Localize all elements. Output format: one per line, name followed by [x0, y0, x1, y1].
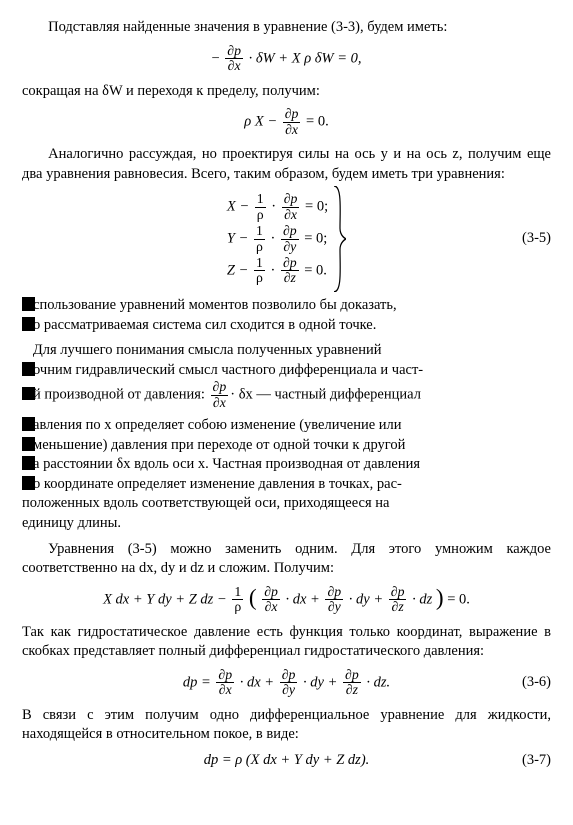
sysZ-2-top: ∂p: [281, 256, 299, 271]
sysY-b: = 0;: [304, 230, 327, 246]
sysZ-1-bot: ρ: [254, 271, 265, 285]
sysX-1-top: 1: [255, 192, 266, 207]
p6c: а расстоянии δx вдоль оси x. Частная про…: [33, 456, 420, 472]
sysX-dot: ·: [271, 198, 276, 214]
paragraph-4: спользование уравнений моментов позволил…: [22, 296, 551, 335]
equation-1: − ∂p ∂x · δW + X ρ δW = 0,: [22, 44, 551, 74]
eq4-m2: · dy +: [303, 674, 337, 690]
p5-inline-frac: ∂p ∂x: [211, 380, 229, 410]
paragraph-intro-1: Подставляя найденные значения в уравнени…: [22, 18, 551, 38]
p5a: Для лучшего понимания смысла полученных …: [33, 342, 382, 358]
paragraph-3: Аналогично рассуждая, но проектируя силы…: [22, 145, 551, 184]
sysY-1-bot: ρ: [254, 240, 265, 254]
eq4-m3: · dz.: [366, 674, 390, 690]
equation-number-3-7: (3-7): [522, 751, 551, 771]
p6d: о координате определяет изменение давлен…: [33, 476, 402, 492]
equation-3-7: dp = ρ (X dx + Y dy + Z dz). (3-7): [22, 751, 551, 771]
eq3-b: = 0.: [447, 591, 470, 607]
eq3-f4-bot: ∂z: [389, 600, 407, 614]
paragraph-5: Для лучшего понимания смысла полученных …: [22, 341, 551, 410]
eq2-frac: ∂p ∂x: [283, 107, 301, 137]
eq4-f1-bot: ∂x: [216, 683, 234, 697]
eq2-frac-top: ∂p: [283, 107, 301, 122]
eq4-m1: · dx +: [240, 674, 274, 690]
eq2-b: = 0.: [306, 113, 329, 129]
p6b: меньшение) давления при переходе от одно…: [33, 437, 405, 453]
eq3-a: X dx + Y dy + Z dz −: [103, 591, 227, 607]
eq3-f2-top: ∂p: [262, 585, 280, 600]
eq3-f3-top: ∂p: [325, 585, 343, 600]
right-paren-icon: ): [436, 588, 444, 609]
equation-2: ρ X − ∂p ∂x = 0.: [22, 107, 551, 137]
paragraph-8: Так как гидростатическое давление есть ф…: [22, 623, 551, 662]
sysY-2-top: ∂p: [281, 224, 299, 239]
p4a: спользование уравнений моментов позволил…: [33, 297, 397, 313]
sysX-1-bot: ρ: [255, 208, 266, 222]
p5-inline-top: ∂p: [211, 380, 229, 395]
eq4-f3-top: ∂p: [343, 668, 361, 683]
eq4-f2-top: ∂p: [280, 668, 298, 683]
p4b: о рассматриваемая система сил сходится в…: [33, 317, 376, 333]
eq3-m3: · dy +: [349, 591, 383, 607]
p6e: положенных вдоль соответствующей оси, пр…: [22, 495, 389, 511]
eq2-a: ρ X −: [244, 113, 277, 129]
sysZ-b: = 0.: [304, 262, 327, 278]
p6a: авления по x определяет собою изменение …: [33, 417, 401, 433]
paragraph-2: сокращая на δW и переходя к пределу, пол…: [22, 82, 551, 102]
p6f: единицу длины.: [22, 515, 121, 531]
eq3-f3-bot: ∂y: [325, 600, 343, 614]
eq4-f2-bot: ∂y: [280, 683, 298, 697]
eq4-f3-bot: ∂z: [343, 683, 361, 697]
eq5-body: dp = ρ (X dx + Y dy + Z dz).: [204, 752, 370, 768]
eq1-frac: ∂p ∂x: [225, 44, 243, 74]
sysZ-2-bot: ∂z: [281, 271, 299, 285]
equation-system-3-5: X − 1ρ · ∂p∂x = 0; Y − 1ρ · ∂p∂y = 0; Z …: [22, 190, 551, 288]
eq1-frac-bot: ∂x: [225, 59, 243, 73]
sysX-a: X −: [227, 198, 249, 214]
eq1-frac-top: ∂p: [225, 44, 243, 59]
equation-number-3-5: (3-5): [522, 229, 551, 249]
sysY-2-bot: ∂y: [281, 240, 299, 254]
left-paren-icon: (: [249, 588, 257, 609]
eq3-f4-top: ∂p: [389, 585, 407, 600]
sysZ-a: Z −: [227, 262, 248, 278]
eq3-m2: · dx +: [286, 591, 320, 607]
sysZ-dot: ·: [270, 262, 275, 278]
right-brace-icon: [332, 186, 346, 292]
equation-3-6: dp = ∂p∂x · dx + ∂p∂y · dy + ∂p∂z · dz. …: [22, 668, 551, 698]
sysY-1-top: 1: [254, 224, 265, 239]
sysX-b: = 0;: [305, 198, 328, 214]
eq3-f2-bot: ∂x: [262, 600, 280, 614]
eq4-f1-top: ∂p: [216, 668, 234, 683]
sysZ-1-top: 1: [254, 256, 265, 271]
p5c: й производной от давления:: [33, 386, 205, 402]
sysY-dot: ·: [270, 230, 275, 246]
eq1-rest: · δW + X ρ δW = 0,: [249, 50, 362, 66]
eq3-f1-bot: ρ: [232, 600, 243, 614]
eq2-frac-bot: ∂x: [283, 123, 301, 137]
eq1-minus: −: [211, 50, 219, 66]
eq4-a: dp =: [183, 674, 211, 690]
paragraph-7: Уравнения (3-5) можно заменить одним. Дл…: [22, 540, 551, 579]
sysX-2-top: ∂p: [282, 192, 300, 207]
paragraph-9: В связи с этим получим одно дифференциал…: [22, 706, 551, 745]
eq3-f1-top: 1: [232, 585, 243, 600]
equation-number-3-6: (3-6): [522, 673, 551, 693]
p5-inline-bot: ∂x: [211, 396, 229, 410]
eq3-m4: · dz: [412, 591, 432, 607]
sysY-a: Y −: [227, 230, 248, 246]
paragraph-6: авления по x определяет собою изменение …: [22, 416, 551, 533]
sysX-2-bot: ∂x: [282, 208, 300, 222]
equation-3: X dx + Y dy + Z dz − 1ρ ( ∂p∂x · dx + ∂p…: [22, 585, 551, 615]
p5d: · δx — частный дифференциал: [230, 386, 421, 402]
p5b: очним гидравлический смысл частного дифф…: [33, 362, 423, 378]
